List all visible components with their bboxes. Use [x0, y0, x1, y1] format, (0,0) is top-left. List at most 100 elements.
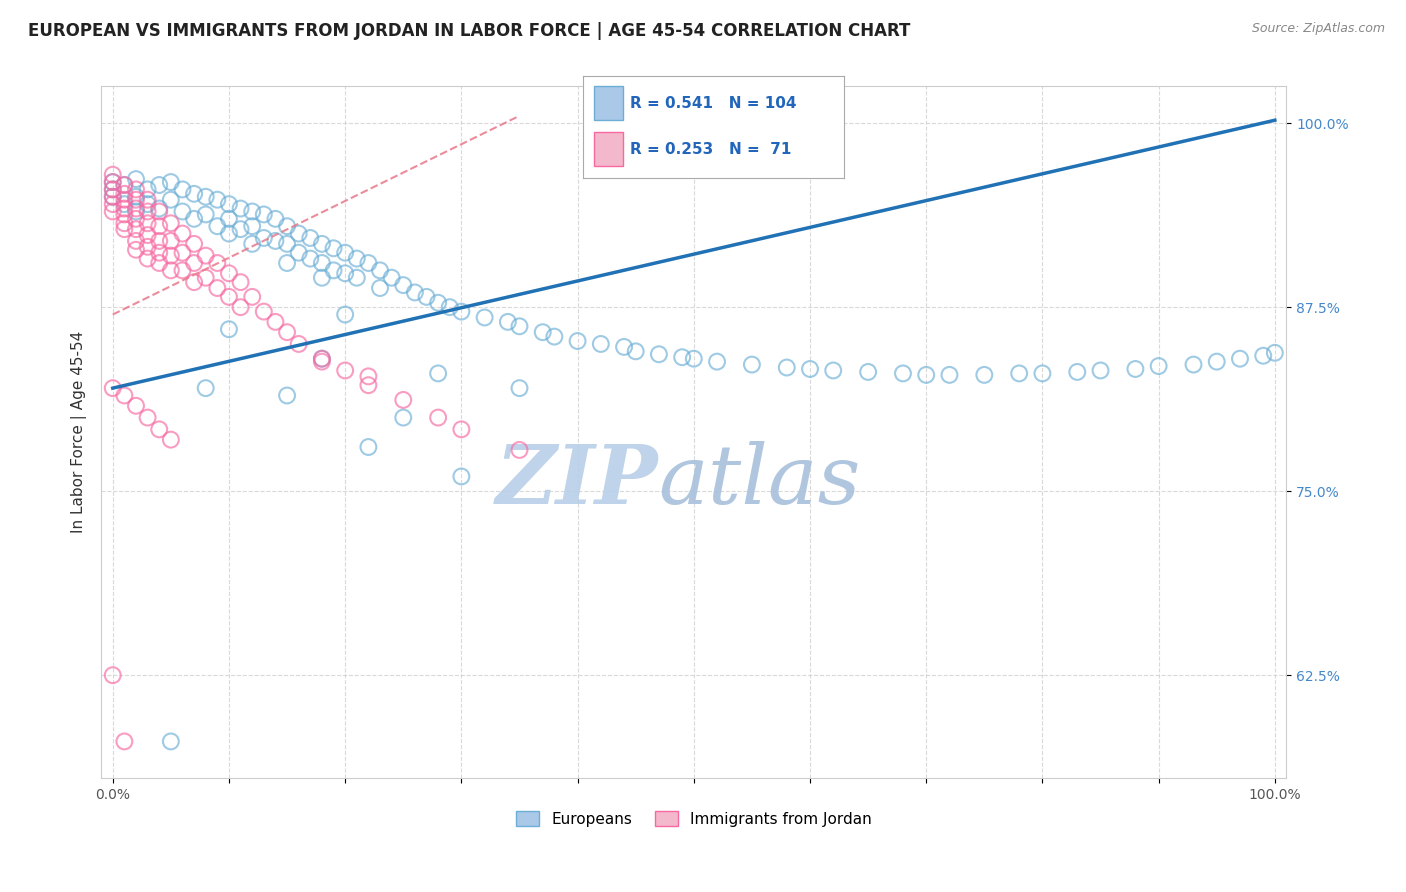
- Point: [229, 202, 252, 216]
- Point: [112, 178, 135, 192]
- Point: [136, 227, 159, 242]
- Point: [496, 315, 519, 329]
- Point: [346, 252, 368, 266]
- Point: [172, 227, 194, 241]
- Point: [439, 300, 461, 314]
- Point: [392, 392, 415, 407]
- Point: [183, 211, 205, 226]
- Point: [891, 367, 914, 381]
- Point: [1090, 363, 1112, 377]
- Point: [218, 322, 240, 336]
- Point: [194, 249, 217, 263]
- Point: [112, 178, 135, 192]
- Point: [624, 344, 647, 359]
- Bar: [593, 87, 623, 120]
- Text: EUROPEAN VS IMMIGRANTS FROM JORDAN IN LABOR FORCE | AGE 45-54 CORRELATION CHART: EUROPEAN VS IMMIGRANTS FROM JORDAN IN LA…: [28, 22, 911, 40]
- Point: [218, 197, 240, 211]
- Point: [1264, 346, 1286, 360]
- Point: [101, 168, 124, 182]
- Point: [194, 190, 217, 204]
- Point: [1147, 359, 1170, 373]
- Point: [160, 249, 183, 263]
- Point: [207, 281, 229, 295]
- Text: R = 0.253   N =  71: R = 0.253 N = 71: [630, 142, 792, 157]
- Point: [112, 734, 135, 748]
- Point: [427, 367, 450, 381]
- Point: [136, 240, 159, 254]
- Point: [1229, 351, 1251, 366]
- Point: [299, 252, 322, 266]
- Point: [207, 193, 229, 207]
- Point: [531, 325, 554, 339]
- Point: [276, 325, 298, 339]
- Y-axis label: In Labor Force | Age 45-54: In Labor Force | Age 45-54: [72, 331, 87, 533]
- Point: [148, 256, 170, 270]
- Point: [333, 245, 356, 260]
- Point: [136, 193, 159, 207]
- Point: [229, 300, 252, 314]
- Point: [856, 365, 879, 379]
- Point: [183, 186, 205, 201]
- Point: [125, 204, 148, 219]
- Point: [264, 234, 287, 248]
- Point: [148, 204, 170, 219]
- Point: [207, 219, 229, 234]
- Point: [450, 422, 472, 436]
- Point: [112, 193, 135, 207]
- Point: [311, 270, 333, 285]
- Point: [160, 734, 183, 748]
- Point: [1182, 358, 1205, 372]
- Point: [357, 440, 380, 454]
- Point: [112, 388, 135, 402]
- Point: [160, 234, 183, 248]
- Point: [240, 219, 263, 234]
- Point: [1008, 367, 1031, 381]
- Legend: Europeans, Immigrants from Jordan: Europeans, Immigrants from Jordan: [510, 805, 877, 833]
- Point: [136, 197, 159, 211]
- Point: [333, 363, 356, 377]
- Point: [112, 186, 135, 201]
- Point: [508, 442, 530, 457]
- Point: [136, 252, 159, 266]
- Point: [368, 263, 391, 277]
- Point: [112, 202, 135, 216]
- Point: [148, 178, 170, 192]
- Point: [229, 222, 252, 236]
- Point: [1205, 354, 1227, 368]
- Point: [160, 433, 183, 447]
- Point: [125, 243, 148, 257]
- Point: [357, 369, 380, 384]
- Point: [218, 211, 240, 226]
- Point: [240, 236, 263, 251]
- Point: [218, 227, 240, 241]
- Point: [427, 295, 450, 310]
- Point: [183, 256, 205, 270]
- Point: [125, 202, 148, 216]
- Point: [183, 236, 205, 251]
- Point: [253, 231, 276, 245]
- Point: [333, 266, 356, 280]
- Point: [148, 245, 170, 260]
- Point: [915, 368, 938, 382]
- Point: [427, 410, 450, 425]
- Point: [172, 245, 194, 260]
- Point: [125, 193, 148, 207]
- Point: [311, 351, 333, 366]
- Point: [207, 256, 229, 270]
- Point: [101, 182, 124, 196]
- Point: [125, 222, 148, 236]
- Point: [276, 256, 298, 270]
- Point: [101, 197, 124, 211]
- Point: [276, 219, 298, 234]
- Point: [125, 182, 148, 196]
- Point: [194, 381, 217, 395]
- Point: [125, 172, 148, 186]
- Point: [101, 175, 124, 189]
- Point: [450, 304, 472, 318]
- Point: [938, 368, 960, 382]
- Point: [322, 241, 344, 255]
- Point: [450, 469, 472, 483]
- Point: [172, 204, 194, 219]
- Text: Source: ZipAtlas.com: Source: ZipAtlas.com: [1251, 22, 1385, 36]
- Point: [183, 275, 205, 289]
